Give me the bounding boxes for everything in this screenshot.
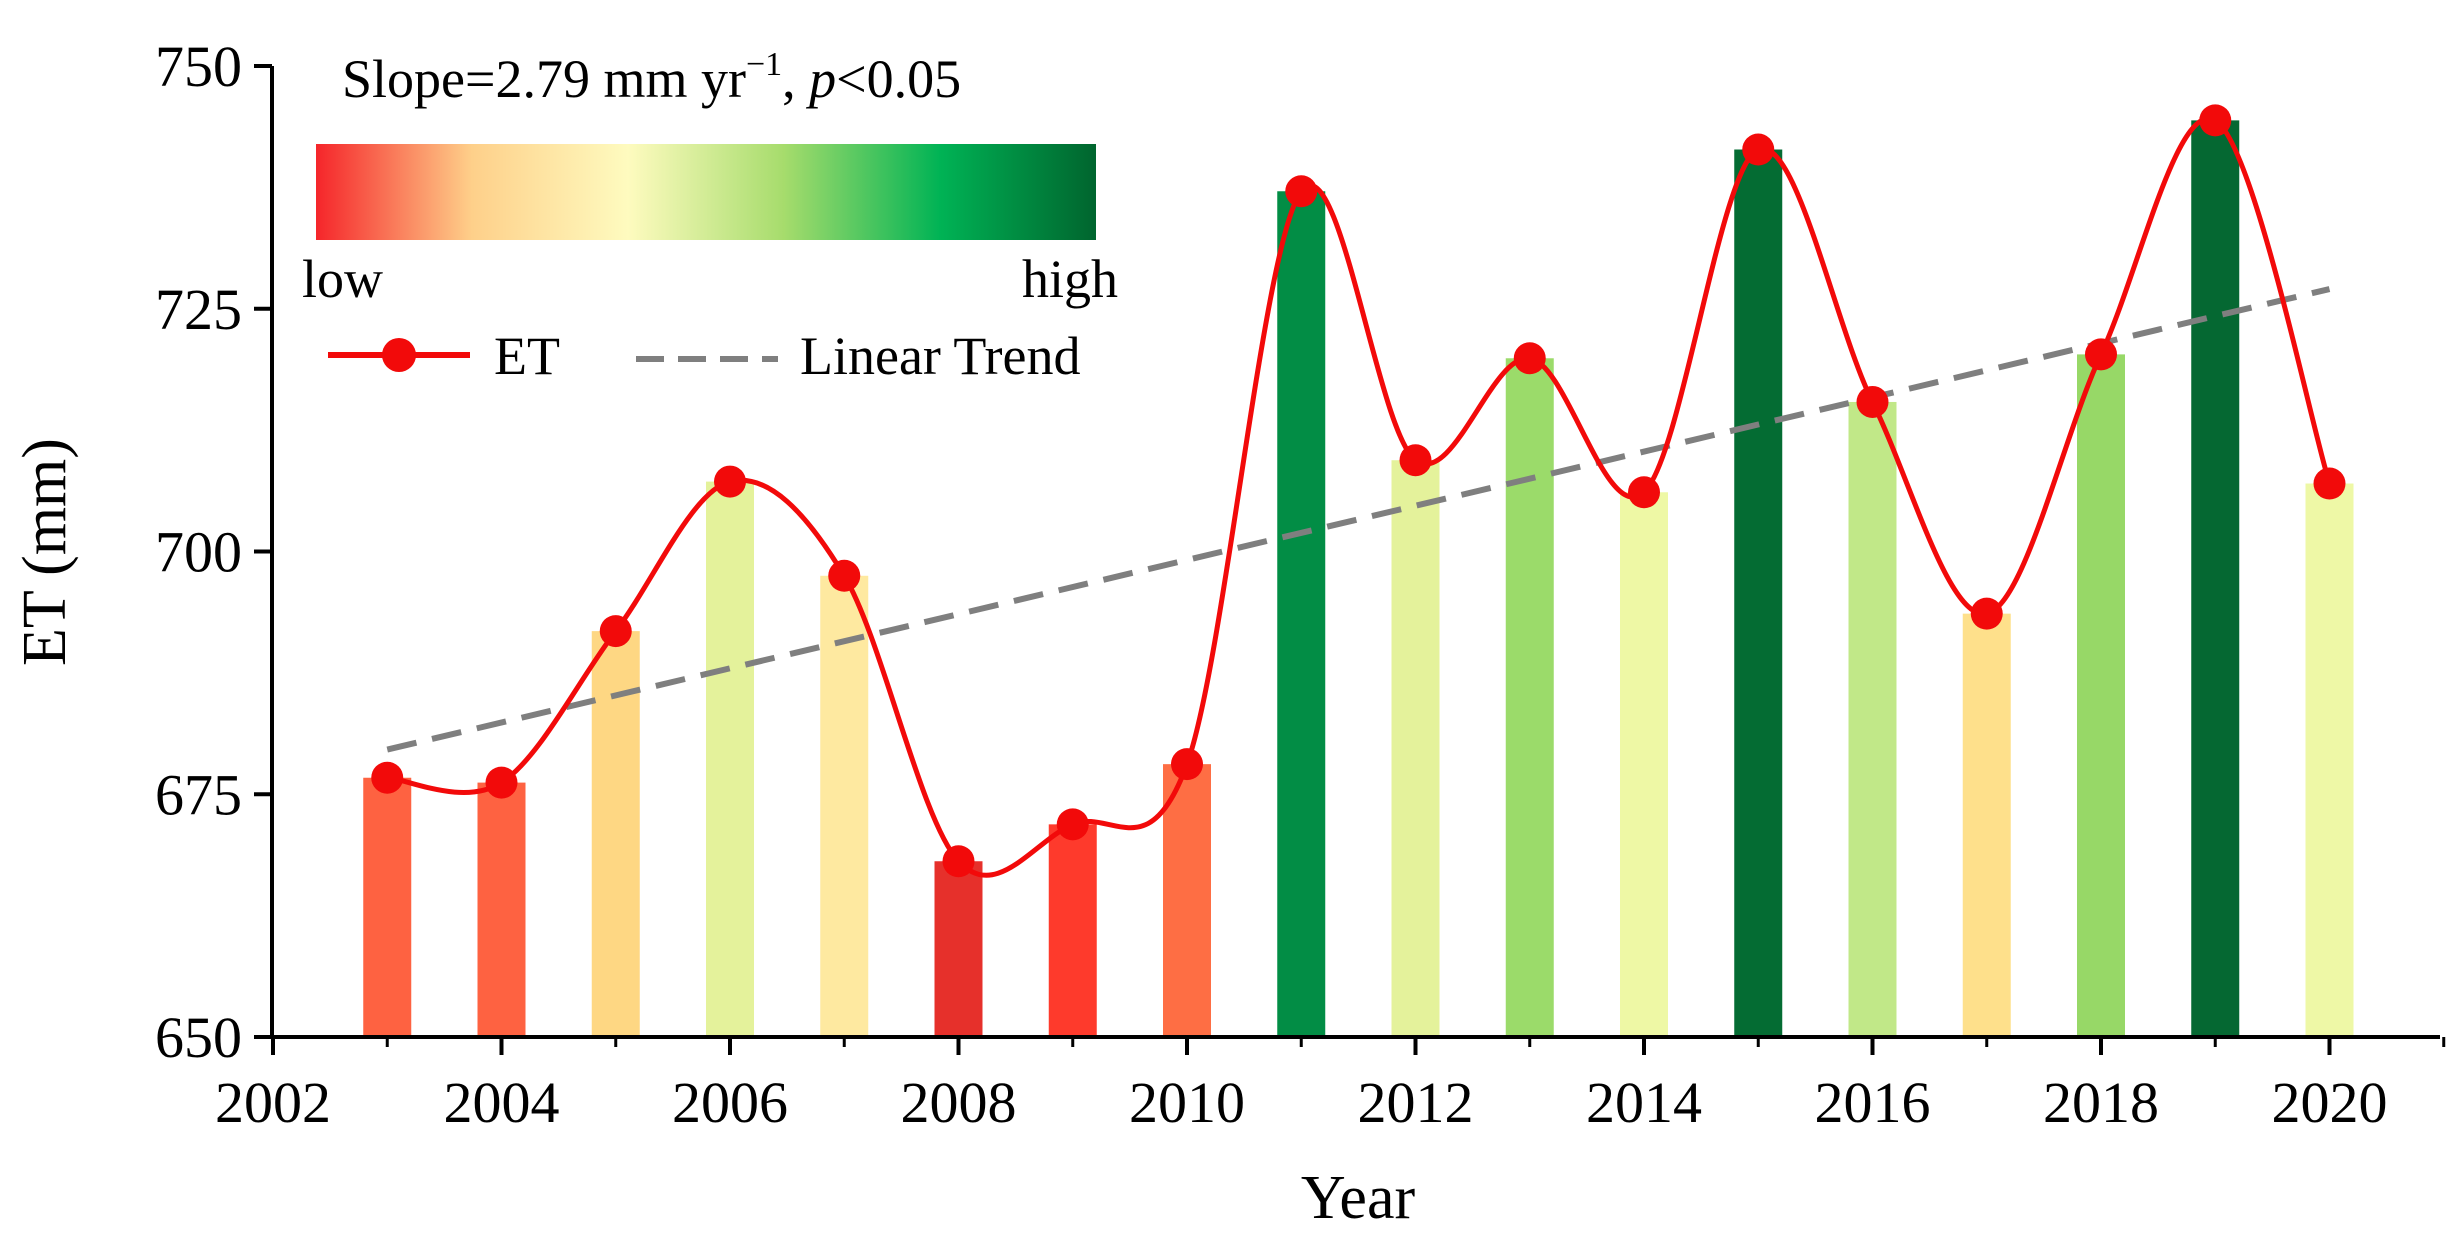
- y-tick-label-750: 750: [155, 34, 242, 99]
- et-point-2014: [1628, 476, 1660, 509]
- p-symbol: p: [805, 49, 836, 109]
- legend-trend-label: Linear Trend: [800, 326, 1080, 386]
- et-point-2008: [942, 845, 975, 878]
- et-point-2006: [714, 465, 746, 498]
- slope-exponent: −1: [746, 46, 782, 83]
- legend-et-marker: [382, 338, 416, 372]
- colorbar: [316, 144, 1096, 240]
- x-tick-label-2016: 2016: [1815, 1070, 1931, 1135]
- bar-2010: [1163, 764, 1211, 1035]
- et-point-2010: [1171, 748, 1203, 781]
- y-tick-label-675: 675: [155, 762, 242, 827]
- et-point-2007: [828, 559, 861, 592]
- x-tick-label-2018: 2018: [2043, 1070, 2159, 1135]
- p-comma: ,: [782, 49, 809, 109]
- y-tick-label-650: 650: [155, 1005, 242, 1070]
- x-tick-label-2008: 2008: [901, 1070, 1017, 1135]
- legend-et-label: ET: [494, 326, 560, 386]
- bar-2011: [1277, 191, 1326, 1035]
- linear-trend-line: [386, 286, 2331, 753]
- y-ticks-group: 650 675 700 725 750: [155, 34, 272, 1070]
- et-point-2005: [599, 615, 632, 648]
- bar-2015: [1734, 149, 1783, 1036]
- bar-2003: [363, 777, 412, 1035]
- x-tick-label-2002: 2002: [215, 1070, 331, 1135]
- bar-2017: [1962, 613, 2011, 1035]
- et-point-2020: [2313, 467, 2346, 500]
- et-curve-group: [386, 116, 2332, 878]
- bars-group: [363, 120, 2354, 1036]
- et-point-2003: [371, 761, 404, 794]
- trend-group: [386, 286, 2331, 753]
- et-curve: [386, 116, 2332, 878]
- et-point-2018: [2085, 338, 2117, 371]
- et-point-2016: [1856, 385, 1889, 418]
- p-value: <0.05: [836, 49, 961, 109]
- bar-2018: [2077, 354, 2125, 1036]
- et-point-2004: [485, 766, 518, 799]
- bar-2016: [1848, 401, 1897, 1035]
- x-tick-label-2006: 2006: [672, 1070, 788, 1135]
- bar-2013: [1505, 358, 1554, 1035]
- colorbar-high-label: high: [1022, 249, 1118, 309]
- x-ticks-group: 2002 2004 2006 2008 2010 2012 2014 2016 2018 2020: [215, 1037, 2446, 1135]
- et-points-group: [371, 104, 2346, 878]
- bar-2014: [1620, 492, 1668, 1035]
- bar-2012: [1391, 460, 1440, 1035]
- et-point-2013: [1513, 342, 1546, 375]
- bar-2007: [820, 575, 869, 1035]
- legend: ET Linear Trend: [328, 326, 1080, 386]
- colorbar-low-label: low: [302, 249, 383, 309]
- et-point-2019: [2199, 104, 2232, 137]
- bar-2004: [477, 782, 526, 1035]
- et-point-2009: [1056, 808, 1089, 841]
- x-tick-label-2010: 2010: [1129, 1070, 1245, 1135]
- x-axis-title: Year: [1301, 1164, 1416, 1232]
- bar-2006: [706, 481, 754, 1035]
- bar-2020: [2305, 483, 2354, 1035]
- et-point-2012: [1399, 444, 1432, 477]
- bar-2019: [2191, 120, 2240, 1036]
- y-axis-title: ET (mm): [11, 438, 79, 666]
- bar-2009: [1048, 824, 1097, 1035]
- x-tick-label-2012: 2012: [1358, 1070, 1474, 1135]
- y-tick-label-725: 725: [155, 277, 242, 342]
- x-tick-label-2020: 2020: [2272, 1070, 2388, 1135]
- y-tick-label-700: 700: [155, 520, 242, 585]
- x-tick-label-2014: 2014: [1586, 1070, 1702, 1135]
- x-tick-label-2004: 2004: [444, 1070, 560, 1135]
- et-point-2011: [1285, 175, 1318, 208]
- et-point-2017: [1970, 597, 2003, 630]
- et-point-2015: [1742, 133, 1775, 166]
- slope-text: Slope=2.79 mm yr: [342, 49, 746, 109]
- bar-2008: [934, 861, 983, 1035]
- slope-annotation: Slope=2.79 mm yr−1, p<0.05: [342, 46, 961, 109]
